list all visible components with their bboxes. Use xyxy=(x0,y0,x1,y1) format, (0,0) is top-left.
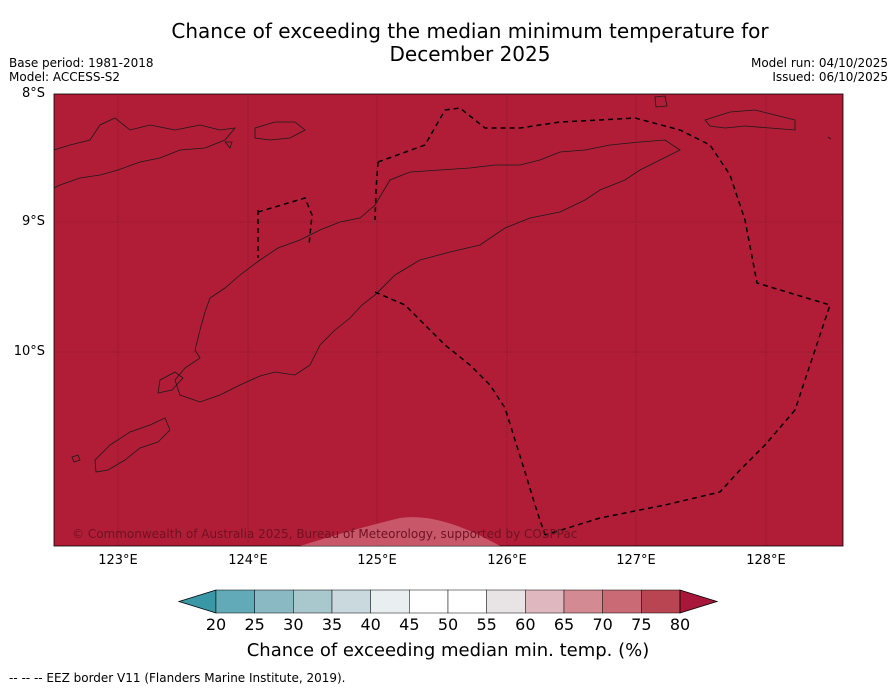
colorbar-bin xyxy=(293,589,333,614)
rote-island-coast xyxy=(94,417,171,473)
colorbar-bin xyxy=(602,589,642,614)
meta-right: Model run: 04/10/2025 Issued: 06/10/2025 xyxy=(751,56,888,84)
colorbar-label: Chance of exceeding median min. temp. (%… xyxy=(246,640,650,661)
colorbar-tick-label: 65 xyxy=(553,615,575,634)
semau-island-coast xyxy=(157,371,184,394)
colorbar-bin xyxy=(641,589,681,614)
lat-label-9s: 9°S xyxy=(21,214,45,229)
lat-label-10s: 10°S xyxy=(13,344,45,359)
colorbar-arrow-high xyxy=(679,589,719,614)
colorbar-tick-label: 50 xyxy=(437,615,459,634)
issued-date: Issued: 06/10/2025 xyxy=(772,70,888,84)
colorbar-bin xyxy=(331,589,371,614)
colorbar-tick-label: 25 xyxy=(244,615,265,634)
colorbar-tick-label: 40 xyxy=(360,615,381,634)
lon-label-126e: 126°E xyxy=(487,553,527,568)
colorbar-bin xyxy=(447,589,487,614)
colorbar-bin xyxy=(215,589,255,614)
flores-coast xyxy=(53,117,236,189)
pantar-coast xyxy=(224,141,233,149)
atauro-coast xyxy=(654,95,668,108)
colorbar-tick-label: 45 xyxy=(399,615,420,634)
wetar-coast xyxy=(704,109,796,131)
colorbar-bin xyxy=(254,589,294,614)
title-line-1: Chance of exceeding the median minimum t… xyxy=(171,19,769,43)
watermark-shape xyxy=(300,517,500,546)
lon-label-127e: 127°E xyxy=(616,553,656,568)
colorbar-tick-label: 80 xyxy=(669,615,691,634)
eez-borders xyxy=(257,107,831,536)
colorbar-tick-label: 70 xyxy=(592,615,613,634)
colorbar-arrow-low xyxy=(177,589,217,614)
map-frame xyxy=(53,93,844,547)
base-period: Base period: 1981-2018 xyxy=(9,56,154,70)
footer-note: -- -- -- EEZ border V11 (Flanders Marine… xyxy=(9,671,346,685)
kisar-coast xyxy=(827,136,832,140)
eez-border-west xyxy=(374,291,546,536)
lat-label-8s: 8°S xyxy=(21,86,45,101)
colorbar-bin xyxy=(563,589,603,614)
map-title: Chance of exceeding the median minimum t… xyxy=(0,20,896,66)
colorbar-tick-label: 20 xyxy=(205,615,227,634)
timor-island-coast xyxy=(174,139,681,403)
colorbar-bin xyxy=(409,589,449,614)
colorbar-bin xyxy=(486,589,526,614)
colorbar-tick-label: 55 xyxy=(476,615,497,634)
model-name: Model: ACCESS-S2 xyxy=(9,70,121,84)
model-run: Model run: 04/10/2025 xyxy=(750,56,888,70)
coastlines xyxy=(53,95,832,473)
copyright-text: © Commonwealth of Australia 2025, Bureau… xyxy=(72,527,578,541)
colorbar-bin xyxy=(525,589,565,614)
alor-coast xyxy=(254,121,306,141)
eez-border-east xyxy=(544,409,796,536)
ndao-island-coast xyxy=(71,454,81,463)
meta-left: Base period: 1981-2018 Model: ACCESS-S2 xyxy=(9,56,154,84)
lon-label-124e: 124°E xyxy=(228,553,268,568)
gridlines xyxy=(54,94,843,546)
eez-border-mid xyxy=(374,161,379,221)
colorbar-tick-label: 75 xyxy=(631,615,652,634)
colorbar-tick-label: 30 xyxy=(283,615,304,634)
colorbar-bin xyxy=(370,589,410,614)
colorbar xyxy=(177,589,719,614)
title-line-2: December 2025 xyxy=(389,42,551,66)
lon-label-128e: 128°E xyxy=(746,553,786,568)
eez-border-north xyxy=(257,107,831,411)
colorbar-tick-label: 35 xyxy=(321,615,343,634)
colorbar-tick-label: 60 xyxy=(515,615,536,634)
lon-label-123e: 123°E xyxy=(98,553,138,568)
lon-label-125e: 125°E xyxy=(357,553,397,568)
